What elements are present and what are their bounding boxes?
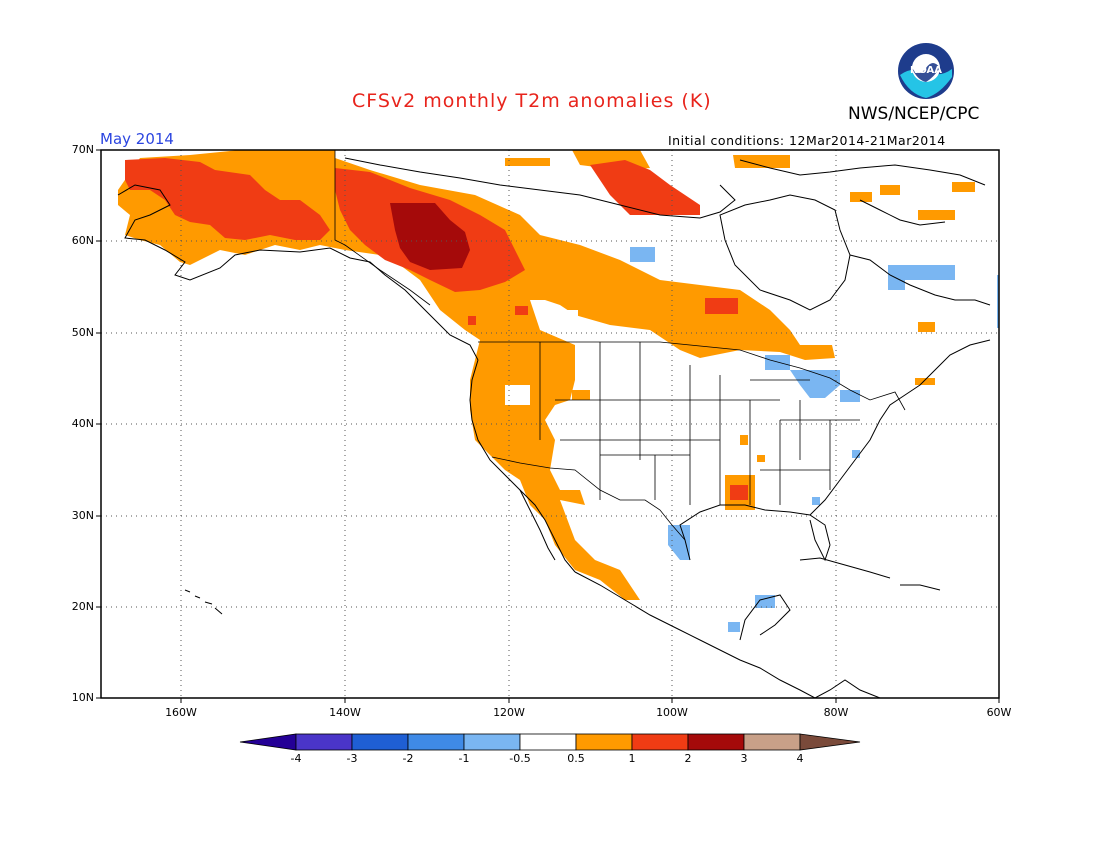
- hudson-bay: [719, 194, 851, 311]
- gulf-coast: [679, 504, 831, 562]
- noaa-logo-text: NOAA: [910, 65, 942, 76]
- us-mexico-border: [491, 456, 686, 541]
- anomaly-orange-alaska-canada: [118, 150, 835, 600]
- lon-label: 80W: [823, 706, 849, 719]
- lat-label: 10N: [71, 691, 94, 704]
- cuba: [799, 557, 891, 579]
- agency-label: NWS/NCEP/CPC: [848, 104, 980, 124]
- anomaly-fill-layer: [118, 150, 999, 632]
- colorbar-bin: [407, 733, 465, 751]
- political-borders: [334, 150, 906, 541]
- noaa-logo: NOAA: [898, 43, 954, 99]
- canada-north-coast: [344, 157, 736, 219]
- lon-label: 60W: [986, 706, 1012, 719]
- colorbar-label: -1: [458, 752, 470, 765]
- anomaly-orange-arctic-east: [850, 182, 975, 385]
- lat-label: 70N: [71, 143, 94, 156]
- alaska-coast: [117, 184, 479, 361]
- colorbar-high-arrow: [799, 733, 861, 751]
- colorbar-bin: [631, 733, 689, 751]
- east-coast: [809, 339, 991, 516]
- colorbar-bin: [519, 733, 577, 751]
- forecast-month: May 2014: [100, 130, 174, 148]
- anomaly-darkred-bc: [390, 203, 470, 270]
- colorbar-label: 3: [740, 752, 748, 765]
- chart-title: CFSv2 monthly T2m anomalies (K): [352, 90, 712, 112]
- hawaii: [184, 589, 223, 615]
- mexico-gulf: [574, 571, 816, 698]
- colorbar-bin: [463, 733, 521, 751]
- colorbar-bin: [575, 733, 633, 751]
- colorbar-label: 2: [684, 752, 692, 765]
- colorbar-label: -2: [402, 752, 414, 765]
- anomaly-red-alaska: [125, 158, 330, 240]
- lon-label: 140W: [329, 706, 361, 719]
- alaska-canada-border: [334, 150, 431, 306]
- colorbar-bin: [295, 733, 353, 751]
- lon-label: 120W: [493, 706, 525, 719]
- anomaly-gap-2: [560, 310, 578, 322]
- lat-label: 40N: [71, 417, 94, 430]
- west-coast-us: [469, 359, 576, 573]
- colorbar-label: 0.5: [567, 752, 585, 765]
- colorbar-bin: [743, 733, 801, 751]
- axis-ticks: [96, 149, 1000, 703]
- colorbar-label: 4: [796, 752, 804, 765]
- central-america: [814, 679, 881, 698]
- colorbar-label: -0.5: [509, 752, 531, 765]
- colorbar-label: -4: [290, 752, 302, 765]
- labrador: [849, 254, 991, 306]
- lon-label: 100W: [656, 706, 688, 719]
- colorbar: [239, 733, 861, 751]
- colorbar-low-arrow: [239, 733, 297, 751]
- colorbar-label: 1: [628, 752, 636, 765]
- yucatan: [739, 594, 791, 641]
- coastlines: [117, 157, 991, 698]
- lat-label: 20N: [71, 600, 94, 613]
- initial-conditions: Initial conditions: 12Mar2014-21Mar2014: [668, 133, 946, 148]
- anomaly-red-nunavut: [590, 160, 700, 215]
- lat-label: 50N: [71, 326, 94, 339]
- colorbar-bin: [351, 733, 409, 751]
- state-lines: [539, 342, 860, 505]
- anomaly-orange-north: [505, 150, 790, 170]
- lat-label: 60N: [71, 234, 94, 247]
- colorbar-label: -3: [346, 752, 358, 765]
- baja: [519, 489, 556, 561]
- colorbar-bin: [687, 733, 745, 751]
- anomaly-red-louisiana: [730, 485, 748, 500]
- arctic-islands: [739, 159, 986, 186]
- lat-label: 30N: [71, 509, 94, 522]
- anomaly-gap-1: [505, 385, 530, 405]
- lon-label: 160W: [165, 706, 197, 719]
- anomaly-red-manitoba: [468, 298, 738, 325]
- greenland-edge: [859, 199, 946, 226]
- hispaniola: [900, 584, 941, 591]
